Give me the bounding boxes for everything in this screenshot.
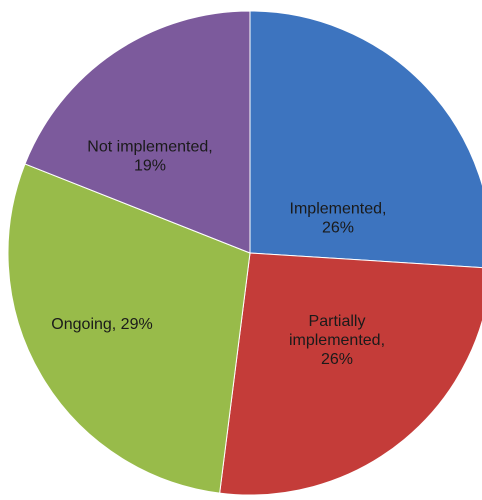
slice-label-partially-implemented: Partially implemented, 26%: [289, 313, 385, 368]
slice-label-line: Implemented,: [290, 201, 387, 218]
pie-slice-implemented: [249, 10, 482, 269]
slice-label-line: 19%: [134, 158, 166, 175]
pie-slice-not-implemented: [24, 10, 251, 254]
slice-label-ongoing: Ongoing, 29%: [51, 316, 152, 333]
slice-label-implemented: Implemented, 26%: [290, 201, 387, 237]
pie-slice-ongoing: [7, 163, 251, 494]
pie-slice-partially-implemented: [219, 252, 482, 496]
slice-label-line: Ongoing, 29%: [51, 316, 152, 333]
slice-label-line: Not implemented,: [87, 139, 212, 156]
pie-slices: [7, 10, 482, 496]
slice-label-not-implemented: Not implemented, 19%: [87, 139, 212, 175]
slice-label-line: 26%: [322, 220, 354, 237]
slice-label-line: 26%: [321, 351, 353, 368]
slice-label-line: implemented,: [289, 332, 385, 349]
slice-label-line: Partially: [309, 313, 366, 330]
pie-labels: Implemented, 26% Partially implemented, 26% O…: [51, 139, 386, 369]
